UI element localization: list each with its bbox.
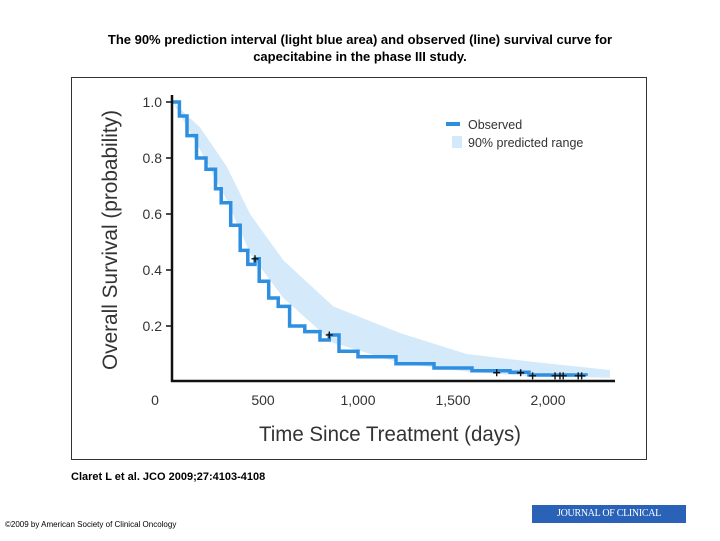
y-tick-label: 0.2 [143, 318, 163, 334]
legend-label-band: 90% predicted range [468, 136, 583, 150]
censor-mark [559, 372, 567, 380]
censor-mark [517, 369, 525, 377]
legend: Observed 90% predicted range [446, 118, 583, 150]
censor-mark [325, 331, 333, 339]
censor-mark [251, 255, 259, 263]
observed-line [172, 100, 588, 377]
legend-label-observed: Observed [468, 118, 522, 132]
legend-swatch-band [452, 136, 462, 148]
chart-title: The 90% prediction interval (light blue … [40, 31, 680, 65]
y-axis-label: Overall Survival (probability) [99, 110, 122, 370]
y-tick-label: 0.6 [143, 206, 163, 222]
censor-mark [493, 369, 501, 377]
title-line-2: capecitabine in the phase III study. [253, 49, 467, 64]
y-tick-label: 0.4 [143, 262, 163, 278]
censor-mark [529, 372, 537, 380]
x-axis-label: Time Since Treatment (days) [259, 423, 521, 446]
journal-logo: JOURNAL OF CLINICAL ONCOLOGY [532, 505, 686, 537]
prediction-band [172, 102, 610, 378]
x-tick-label: 2,000 [530, 392, 565, 408]
title-line-1: The 90% prediction interval (light blue … [107, 32, 613, 47]
citation: Claret L et al. JCO 2009;27:4103-4108 [71, 471, 266, 483]
copyright: ©2009 by American Society of Clinical On… [5, 520, 177, 529]
y-tick-label: 1.0 [143, 94, 163, 110]
y-tick-label: 0.8 [143, 150, 163, 166]
figure-frame [71, 77, 647, 460]
legend-swatch-observed [446, 122, 460, 126]
censor-mark [578, 372, 586, 380]
x-tick-label: 500 [251, 392, 275, 408]
x-tick-label: 1,500 [435, 392, 470, 408]
x-tick-label: 1,000 [340, 392, 375, 408]
x-tick-label: 0 [151, 392, 159, 408]
